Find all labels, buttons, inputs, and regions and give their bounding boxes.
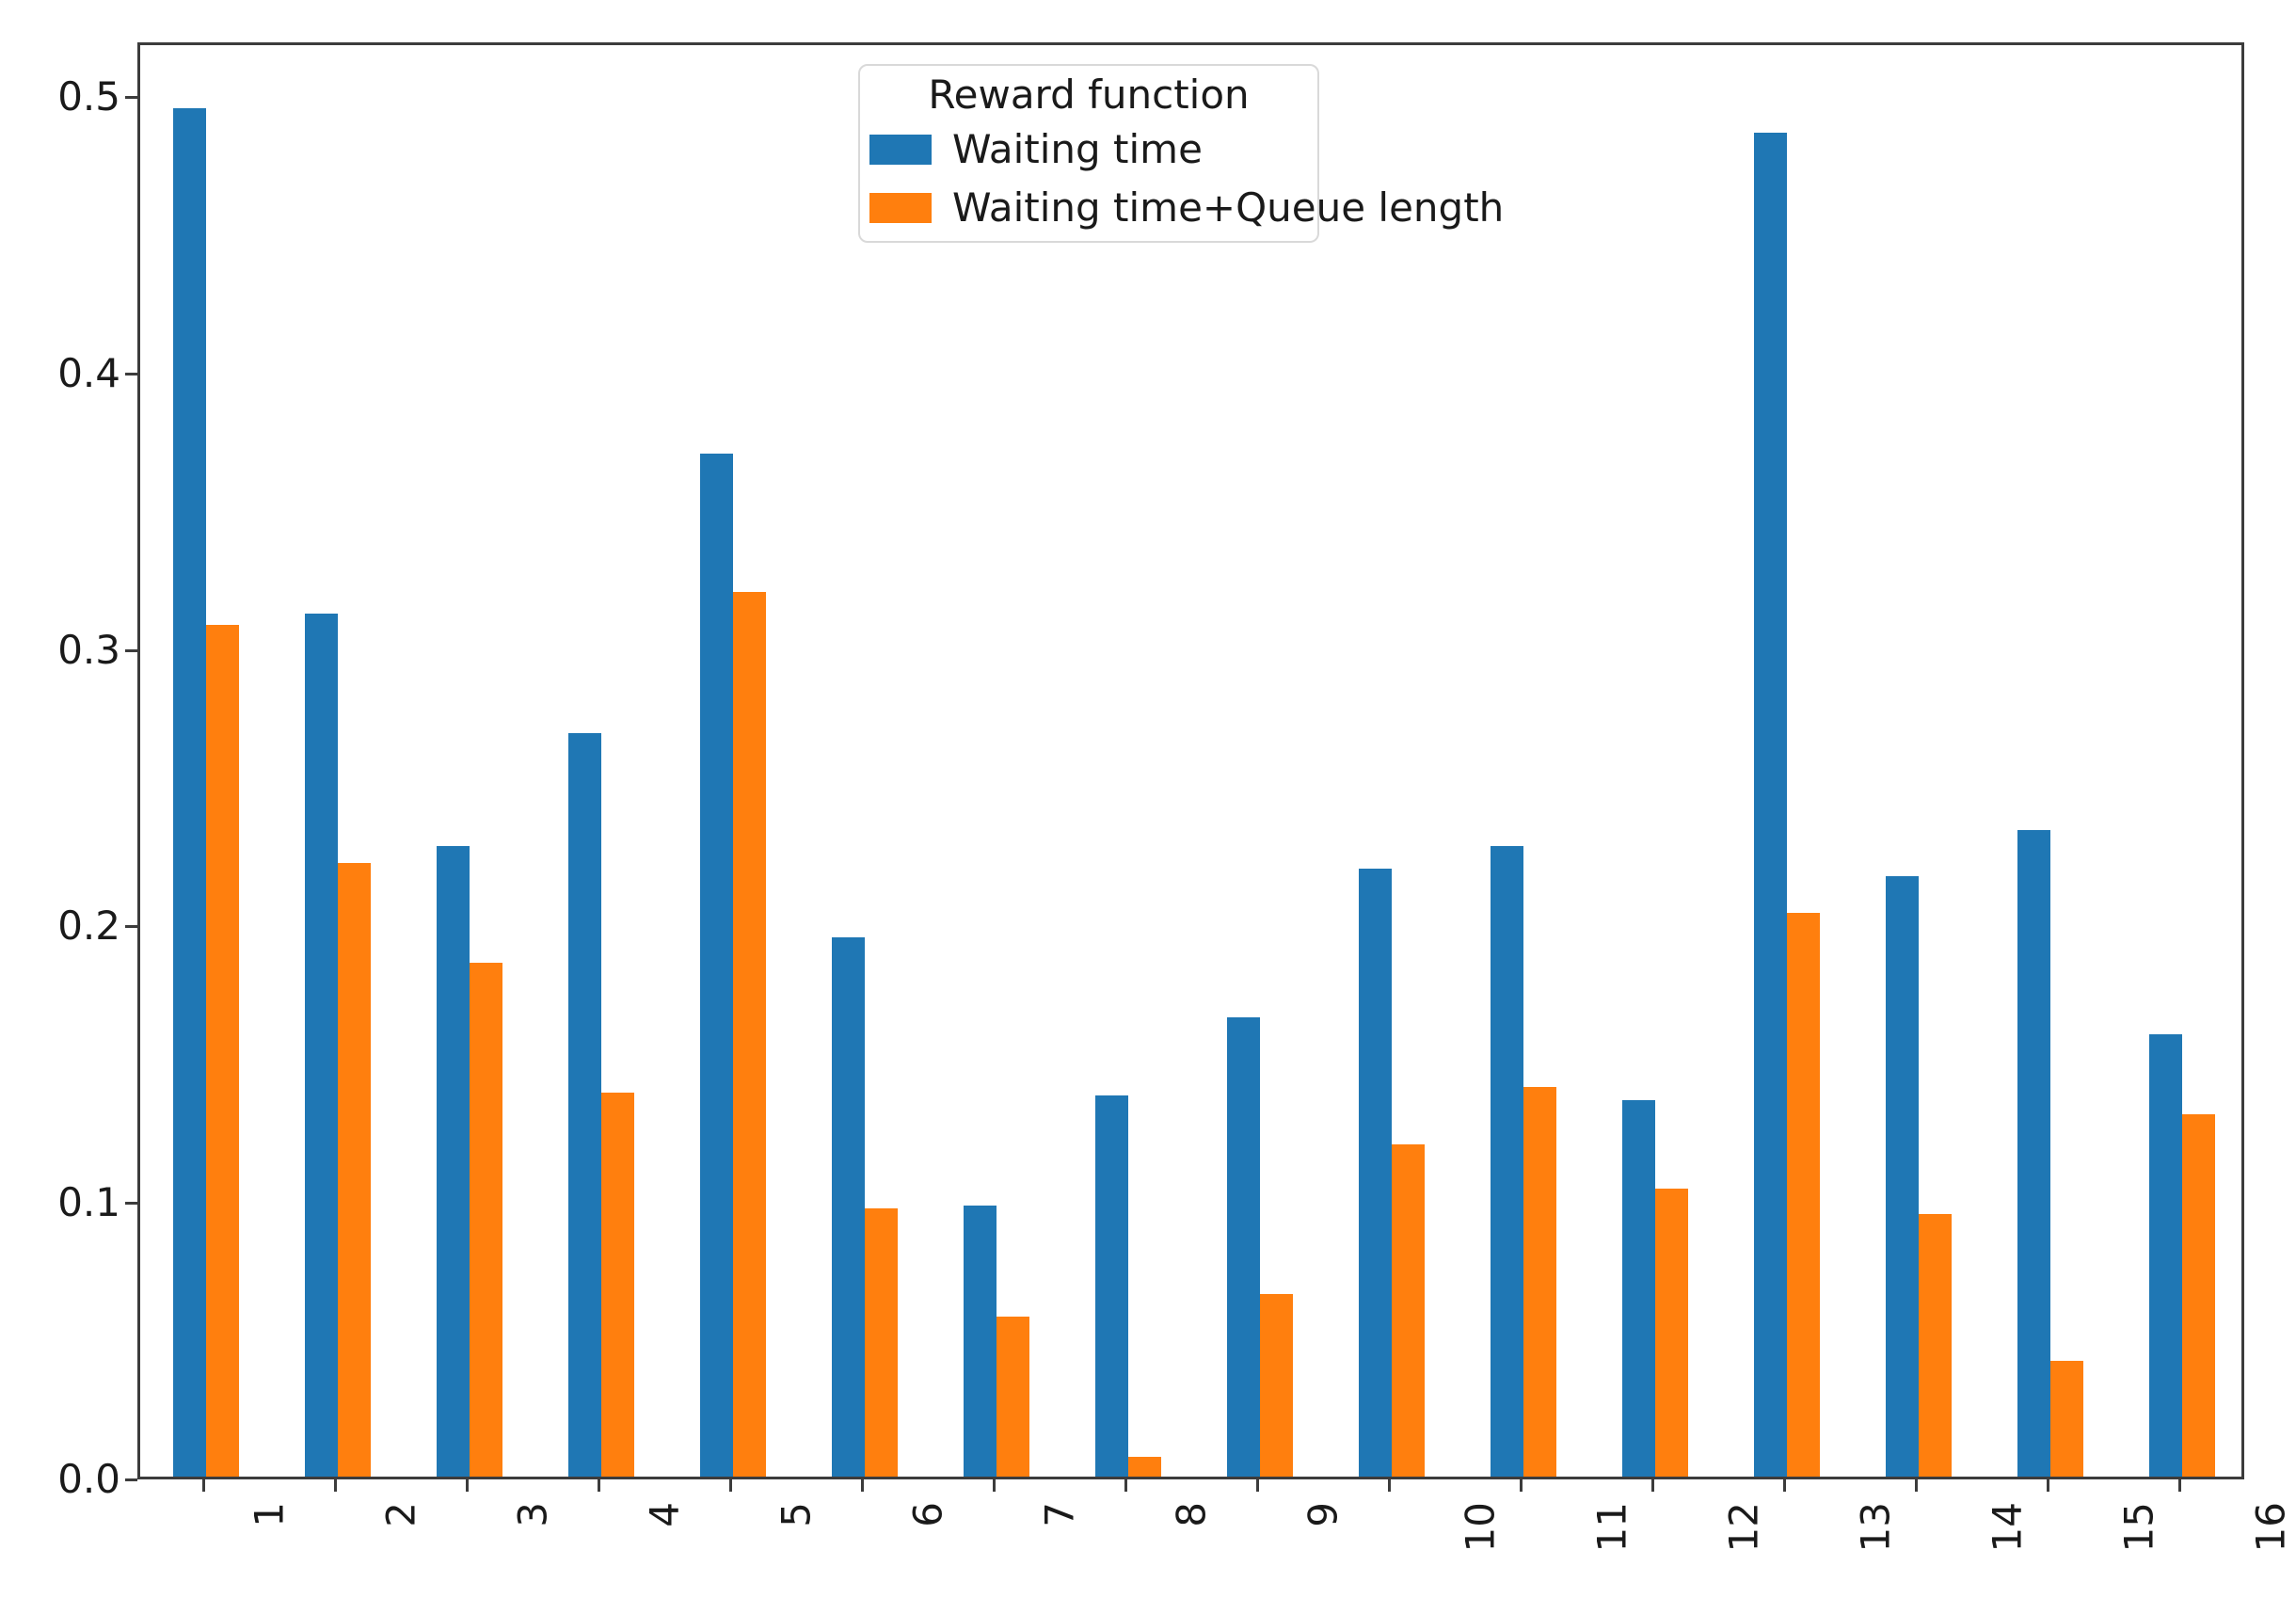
bar-waiting-time-16 <box>2148 1034 2182 1477</box>
bar-waiting-time-9 <box>1226 1017 1260 1477</box>
x-tick-label: 11 <box>1587 1502 1634 1553</box>
bar-waiting-time-queue-length-7 <box>996 1317 1029 1477</box>
y-tick <box>125 96 137 99</box>
x-tick <box>1255 1479 1259 1492</box>
x-tick-label: 2 <box>377 1502 424 1527</box>
y-tick <box>125 649 137 652</box>
bar-waiting-time-13 <box>1753 133 1787 1477</box>
y-tick-label: 0.5 <box>57 73 120 120</box>
x-tick <box>333 1479 337 1492</box>
y-tick <box>125 1478 137 1481</box>
bar-waiting-time-queue-length-2 <box>337 863 371 1477</box>
x-tick <box>1914 1479 1918 1492</box>
x-tick <box>2046 1479 2049 1492</box>
x-tick <box>597 1479 600 1492</box>
y-tick-label: 0.4 <box>57 350 120 396</box>
bar-waiting-time-queue-length-3 <box>469 963 502 1477</box>
bar-waiting-time-5 <box>699 454 733 1477</box>
plot-area <box>137 42 2244 1479</box>
bar-waiting-time-queue-length-4 <box>600 1093 634 1477</box>
legend-label-waiting-time-queue-length: Waiting time+Queue length <box>952 184 1505 231</box>
bar-waiting-time-queue-length-10 <box>1391 1144 1425 1477</box>
legend-swatch-waiting-time <box>869 135 932 165</box>
bar-waiting-time-1 <box>172 108 206 1477</box>
x-tick <box>728 1479 732 1492</box>
x-tick <box>992 1479 996 1492</box>
x-tick-label: 9 <box>1299 1502 1347 1527</box>
x-tick-label: 6 <box>904 1502 951 1527</box>
legend: Reward function Waiting time Waiting tim… <box>858 64 1504 243</box>
x-tick-label: 12 <box>1719 1502 1766 1553</box>
bar-waiting-time-10 <box>1358 869 1392 1477</box>
bar-waiting-time-2 <box>304 614 338 1477</box>
x-tick-label: 14 <box>1983 1502 2030 1553</box>
x-tick-label: 5 <box>773 1502 820 1527</box>
x-tick-label: 16 <box>2246 1502 2293 1553</box>
x-tick <box>1650 1479 1654 1492</box>
x-tick-label: 4 <box>641 1502 688 1527</box>
x-tick-label: 13 <box>1851 1502 1898 1553</box>
x-tick-label: 7 <box>1036 1502 1083 1527</box>
bar-waiting-time-queue-length-6 <box>864 1208 898 1477</box>
bar-waiting-time-12 <box>1621 1100 1655 1477</box>
bar-waiting-time-queue-length-14 <box>1918 1214 1952 1477</box>
x-tick <box>1124 1479 1127 1492</box>
bar-waiting-time-3 <box>436 846 470 1477</box>
y-tick <box>125 373 137 376</box>
x-tick <box>1519 1479 1523 1492</box>
bar-waiting-time-queue-length-12 <box>1654 1189 1688 1477</box>
bar-waiting-time-queue-length-15 <box>2049 1361 2083 1477</box>
bar-waiting-time-queue-length-1 <box>205 625 239 1477</box>
x-tick <box>465 1479 469 1492</box>
x-tick <box>2177 1479 2181 1492</box>
x-tick <box>1782 1479 1786 1492</box>
bar-waiting-time-queue-length-9 <box>1259 1294 1293 1477</box>
bar-waiting-time-7 <box>963 1206 997 1477</box>
y-tick-label: 0.1 <box>57 1179 120 1225</box>
legend-item-waiting-time-queue-length: Waiting time+Queue length <box>869 186 1504 230</box>
legend-title: Reward function <box>928 72 1250 118</box>
y-tick-label: 0.2 <box>57 903 120 949</box>
bar-waiting-time-4 <box>567 733 601 1477</box>
bar-waiting-time-queue-length-8 <box>1127 1457 1161 1477</box>
x-tick-label: 3 <box>509 1502 556 1527</box>
x-tick-label: 8 <box>1168 1502 1215 1527</box>
y-tick-label: 0.3 <box>57 627 120 673</box>
x-tick-label: 15 <box>2114 1502 2161 1553</box>
bar-waiting-time-11 <box>1490 846 1523 1477</box>
x-tick-label: 10 <box>1456 1502 1503 1553</box>
bar-waiting-time-14 <box>1885 876 1919 1477</box>
x-tick <box>1387 1479 1391 1492</box>
y-tick-label: 0.0 <box>57 1456 120 1502</box>
bar-waiting-time-queue-length-16 <box>2181 1114 2215 1477</box>
x-tick-label: 1 <box>246 1502 293 1527</box>
bar-waiting-time-8 <box>1094 1095 1128 1477</box>
bar-waiting-time-15 <box>2017 830 2050 1477</box>
bar-waiting-time-queue-length-13 <box>1786 913 1820 1477</box>
y-tick <box>125 1202 137 1205</box>
bar-waiting-time-queue-length-11 <box>1523 1087 1556 1477</box>
x-tick <box>860 1479 864 1492</box>
x-tick <box>201 1479 205 1492</box>
legend-item-waiting-time: Waiting time <box>869 128 1203 171</box>
y-tick <box>125 925 137 928</box>
bar-waiting-time-6 <box>831 937 865 1477</box>
legend-swatch-waiting-time-queue-length <box>869 193 932 223</box>
bar-waiting-time-queue-length-5 <box>732 592 766 1477</box>
legend-label-waiting-time: Waiting time <box>952 126 1203 172</box>
